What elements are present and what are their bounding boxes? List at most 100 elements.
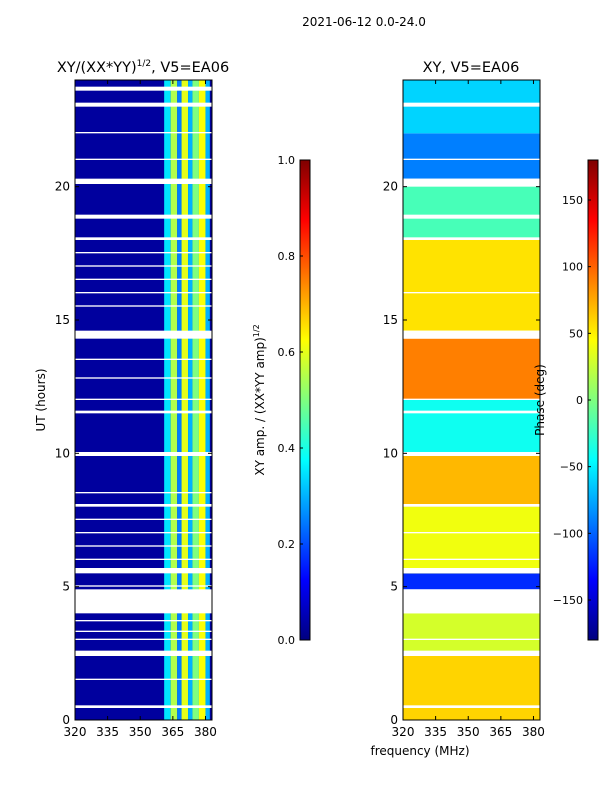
panel-amplitude-title: XY/(XX*YY)1/2, V5=EA06 bbox=[57, 59, 229, 76]
amplitude-axes-frame bbox=[74, 79, 213, 721]
heatmap-gap bbox=[75, 265, 212, 267]
colorbar-tick-label: 0.6 bbox=[278, 346, 296, 359]
heatmap-gap bbox=[403, 237, 540, 240]
y-tick-label: 10 bbox=[55, 446, 70, 460]
heatmap-gap bbox=[75, 650, 212, 656]
amplitude-ticks: 320 335 350 365 380 0 5 10 15 20 bbox=[55, 80, 217, 739]
heatmap-segment bbox=[403, 453, 540, 507]
y-tick-label: 20 bbox=[55, 180, 70, 194]
heatmap-gap bbox=[75, 545, 212, 547]
colorbar-tick-label: 0.4 bbox=[278, 442, 296, 455]
heatmap-gap bbox=[403, 398, 540, 400]
panel-phase: XY, V5=EA06 320 335 350 365 380 0 5 10 15 20 freq… bbox=[370, 60, 544, 758]
heatmap-gap bbox=[403, 214, 540, 219]
heatmap-gap bbox=[403, 650, 540, 656]
heatmap-gap bbox=[403, 292, 540, 294]
phase-colorbar: −150 −100 −50 0 50 100 150 Phase (deg) bbox=[533, 159, 599, 641]
heatmap-gap bbox=[403, 410, 540, 414]
colorbar-tick-label: 0 bbox=[576, 394, 583, 407]
heatmap-gap bbox=[75, 410, 212, 414]
heatmap-gap bbox=[75, 638, 212, 640]
heatmap-gap bbox=[75, 292, 212, 294]
heatmap-gap bbox=[75, 102, 212, 107]
phase-axes-frame bbox=[402, 79, 541, 721]
heatmap-gap bbox=[403, 558, 540, 560]
amplitude-colorbar-bar bbox=[299, 159, 311, 641]
colorbar-tick-label: −50 bbox=[560, 461, 583, 474]
y-tick-label: 15 bbox=[55, 313, 70, 327]
y-tick-label: 0 bbox=[62, 713, 70, 727]
heatmap-gap bbox=[75, 398, 212, 400]
heatmap-gap bbox=[75, 589, 212, 614]
x-tick-label: 350 bbox=[457, 725, 480, 739]
phase-heatmap bbox=[403, 80, 540, 720]
x-tick-label: 380 bbox=[522, 725, 545, 739]
x-tick-label: 350 bbox=[129, 725, 152, 739]
heatmap-gap bbox=[75, 585, 212, 587]
heatmap-gap bbox=[75, 252, 212, 254]
heatmap-gap bbox=[75, 705, 212, 708]
shared-xlabel: frequency (MHz) bbox=[370, 744, 469, 758]
heatmap-gap bbox=[75, 305, 212, 307]
colorbar-tick-label: 100 bbox=[562, 261, 583, 274]
heatmap-gap bbox=[403, 589, 540, 614]
amplitude-colorbar-ticks: 0.0 0.2 0.4 0.6 0.8 1.0 bbox=[278, 154, 303, 647]
x-tick-label: 335 bbox=[96, 725, 119, 739]
y-tick-label: 5 bbox=[62, 580, 70, 594]
heatmap-gap bbox=[75, 214, 212, 219]
heatmap-gap bbox=[75, 86, 212, 91]
x-tick-label: 365 bbox=[489, 725, 512, 739]
heatmap-gap bbox=[403, 178, 540, 184]
x-tick-label: 335 bbox=[424, 725, 447, 739]
colorbar-tick-label: 1.0 bbox=[278, 154, 296, 167]
colorbar-tick-label: 0.2 bbox=[278, 538, 296, 551]
heatmap-gap bbox=[75, 158, 212, 160]
amplitude-heatmap bbox=[75, 80, 212, 720]
heatmap-gap bbox=[75, 558, 212, 560]
x-tick-label: 320 bbox=[392, 725, 415, 739]
heatmap-gap bbox=[403, 330, 540, 339]
colorbar-tick-label: 0.8 bbox=[278, 250, 296, 263]
heatmap-gap bbox=[75, 358, 212, 360]
heatmap-gap bbox=[403, 568, 540, 574]
heatmap-segment bbox=[403, 400, 540, 454]
figure-suptitle: 2021-06-12 0.0-24.0 bbox=[302, 15, 426, 29]
heatmap-gap bbox=[75, 492, 212, 494]
heatmap-gap bbox=[75, 330, 212, 339]
heatmap-segment bbox=[403, 338, 540, 400]
heatmap-gap bbox=[403, 504, 540, 507]
heatmap-segment bbox=[403, 653, 540, 720]
heatmap-gap bbox=[75, 377, 212, 379]
heatmap-segment bbox=[403, 613, 540, 654]
amplitude-ylabel: UT (hours) bbox=[34, 368, 48, 431]
colorbar-tick-label: 50 bbox=[569, 327, 583, 340]
heatmap-gap bbox=[75, 452, 212, 456]
panel-phase-title: XY, V5=EA06 bbox=[423, 60, 520, 76]
colorbar-tick-label: 150 bbox=[562, 194, 583, 207]
x-tick-label: 380 bbox=[194, 725, 217, 739]
heatmap-gap bbox=[403, 102, 540, 107]
phase-ticks: 320 335 350 365 380 0 5 10 15 20 bbox=[383, 80, 545, 739]
amplitude-colorbar: 0.0 0.2 0.4 0.6 0.8 1.0 XY amp. / (XX*YY amp)… bbox=[252, 154, 311, 647]
heatmap-gap bbox=[75, 178, 212, 184]
heatmap-gap bbox=[403, 705, 540, 708]
x-tick-label: 365 bbox=[161, 725, 184, 739]
heatmap-segment bbox=[403, 133, 540, 179]
heatmap-segment bbox=[403, 186, 540, 240]
heatmap-gap bbox=[75, 518, 212, 520]
heatmap-gap bbox=[75, 278, 212, 280]
heatmap-gap bbox=[75, 237, 212, 240]
heatmap-gap bbox=[75, 678, 212, 680]
x-tick-label: 320 bbox=[64, 725, 87, 739]
heatmap-gap bbox=[75, 504, 212, 507]
colorbar-tick-label: −100 bbox=[553, 527, 583, 540]
heatmap-gap bbox=[75, 630, 212, 632]
y-tick-label: 15 bbox=[383, 313, 398, 327]
heatmap-gap bbox=[403, 532, 540, 534]
heatmap-gap bbox=[75, 568, 212, 574]
phase-colorbar-ticks: −150 −100 −50 0 50 100 150 bbox=[553, 194, 591, 607]
heatmap-segment bbox=[403, 506, 540, 574]
heatmap-gap bbox=[75, 620, 212, 622]
heatmap-gap bbox=[403, 452, 540, 456]
